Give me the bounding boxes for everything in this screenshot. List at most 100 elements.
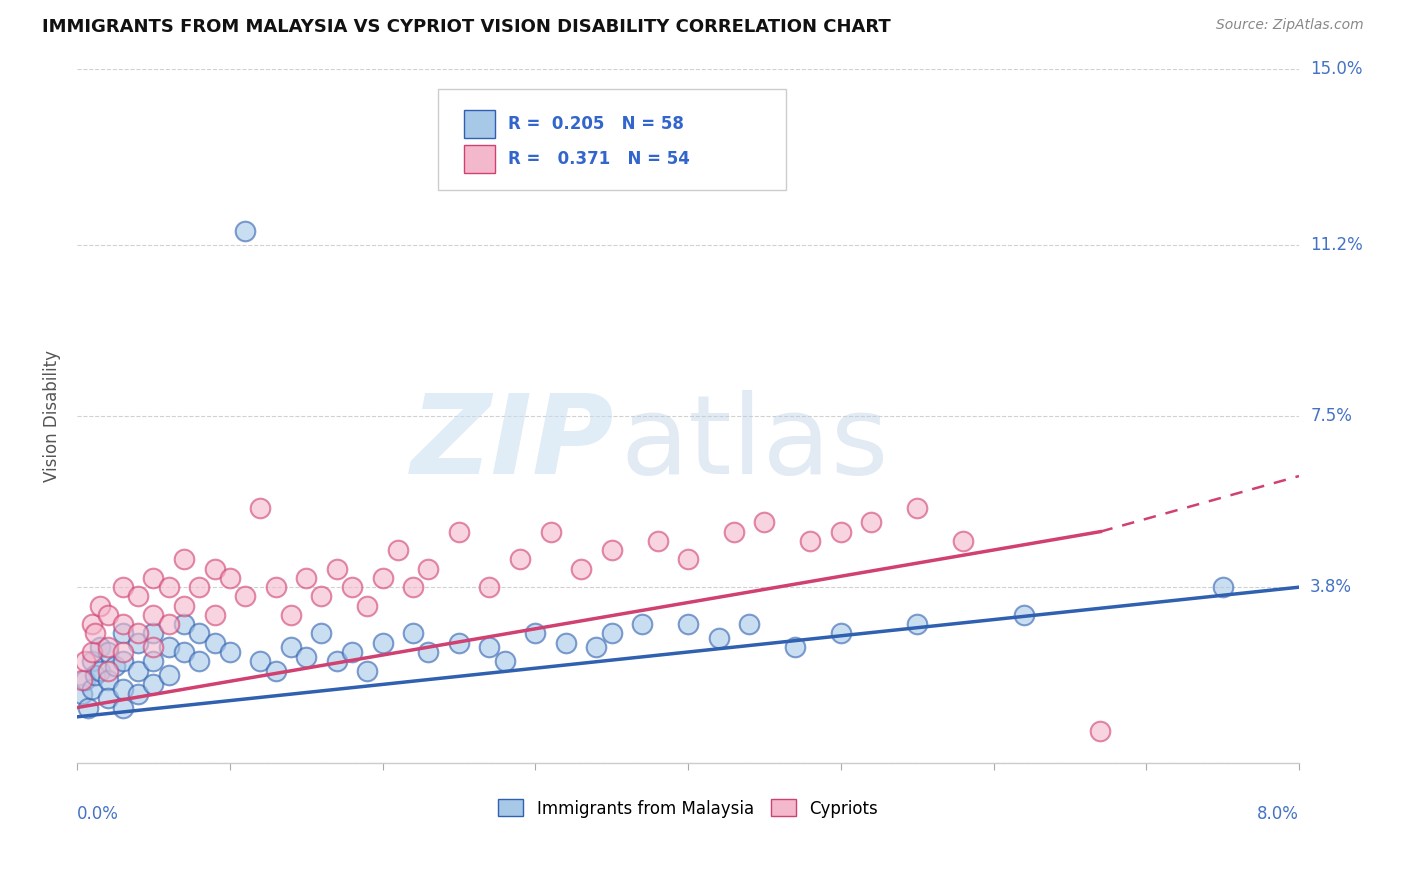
Point [97,640,120,655]
Point [478,640,501,655]
Text: R =   0.371   N = 54: R = 0.371 N = 54 [509,150,690,168]
Point [860,516,883,530]
Text: 8.0%: 8.0% [1257,805,1299,822]
Point [70,687,93,701]
Point [111,700,134,714]
Point [89,640,111,655]
Point [97,645,120,659]
Point [830,524,852,539]
Point [1090,723,1112,738]
Point [97,664,120,678]
Point [127,687,149,701]
Point [249,501,271,516]
Point [295,571,318,585]
Point [82,681,104,696]
Text: R =  0.205   N = 58: R = 0.205 N = 58 [509,115,685,133]
Point [600,543,623,558]
Point [142,640,165,655]
Point [204,636,226,650]
Point [97,673,120,687]
Point [311,590,333,604]
Point [447,524,470,539]
Point [676,617,699,632]
Point [97,607,120,622]
Text: 7.5%: 7.5% [1310,407,1353,425]
Point [585,640,607,655]
Point [111,654,134,668]
Point [233,590,256,604]
Point [233,224,256,238]
Point [173,617,195,632]
FancyBboxPatch shape [437,89,786,190]
Point [738,617,761,632]
Point [783,640,806,655]
Point [84,668,107,682]
Point [173,552,195,566]
FancyBboxPatch shape [464,145,495,173]
Point [104,659,127,673]
Point [84,626,107,640]
Point [173,645,195,659]
Point [142,571,165,585]
Point [142,607,165,622]
Point [142,626,165,640]
Point [111,645,134,659]
Point [173,599,195,613]
Point [1012,607,1035,622]
Point [280,640,302,655]
Point [647,533,669,548]
Point [387,543,409,558]
Point [249,654,271,668]
Point [89,599,111,613]
FancyBboxPatch shape [464,111,495,138]
Point [127,636,149,650]
Point [447,636,470,650]
Point [952,533,974,548]
Point [70,673,93,687]
Point [157,640,180,655]
Point [188,654,211,668]
Point [830,626,852,640]
Point [295,649,318,664]
Point [157,617,180,632]
Point [89,664,111,678]
Point [905,501,928,516]
Point [111,626,134,640]
Point [142,677,165,691]
Point [73,673,96,687]
Point [418,562,440,576]
Point [264,580,287,594]
Point [569,562,592,576]
Point [188,580,211,594]
Point [73,654,96,668]
Point [82,645,104,659]
Point [340,580,363,594]
Text: 3.8%: 3.8% [1310,578,1353,596]
Point [905,617,928,632]
Text: ZIP: ZIP [411,390,614,497]
Text: Source: ZipAtlas.com: Source: ZipAtlas.com [1216,18,1364,32]
Point [326,654,349,668]
Point [127,626,149,640]
Point [82,617,104,632]
Legend: Immigrants from Malaysia, Cypriots: Immigrants from Malaysia, Cypriots [492,793,884,824]
Point [478,580,501,594]
Point [554,636,576,650]
Text: 11.2%: 11.2% [1310,235,1362,253]
Point [402,580,425,594]
Point [707,631,730,645]
Point [97,691,120,706]
Point [111,681,134,696]
Point [188,626,211,640]
Point [142,654,165,668]
Point [111,580,134,594]
Point [356,664,378,678]
Point [494,654,516,668]
Point [1212,580,1234,594]
Point [82,654,104,668]
Y-axis label: Vision Disability: Vision Disability [44,350,60,482]
Point [218,645,240,659]
Point [127,664,149,678]
Point [264,664,287,678]
Point [540,524,562,539]
